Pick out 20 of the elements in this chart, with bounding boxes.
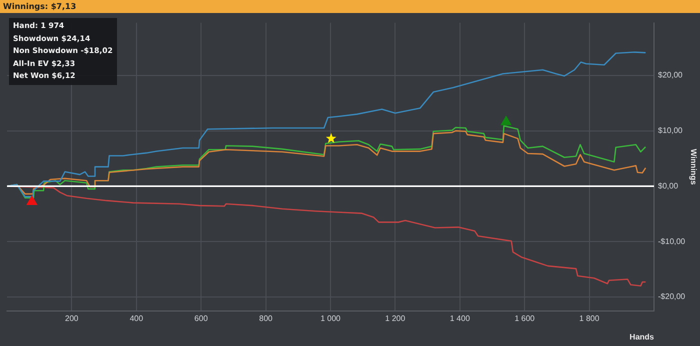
x-tick-label: 400 [130, 314, 144, 323]
chart-title: Winnings: $7,13 [0, 0, 700, 13]
point [501, 116, 512, 126]
x-tick-label: 600 [194, 314, 208, 323]
x-tick-label: 800 [259, 314, 274, 323]
y-tick-label: -$20,00 [658, 292, 686, 302]
point [26, 196, 37, 205]
y-tick-label: -$10,00 [658, 236, 686, 246]
y-tick-label: $0,00 [658, 181, 679, 190]
x-tick-label: 200 [65, 314, 79, 323]
x-tick-label: 1 400 [450, 314, 470, 323]
x-tick-label: 1 600 [514, 314, 536, 323]
y-tick-label: $10,00 [658, 126, 684, 136]
y-tick-label: $20,00 [658, 70, 684, 80]
y-axis-title: Winnings [688, 148, 698, 186]
x-tick-label: 1 800 [579, 314, 600, 323]
x-tick-label: 1 000 [320, 314, 342, 323]
x-tick-label: 1 200 [385, 314, 406, 323]
point [326, 133, 336, 144]
x-axis-title: Hands [630, 332, 655, 342]
